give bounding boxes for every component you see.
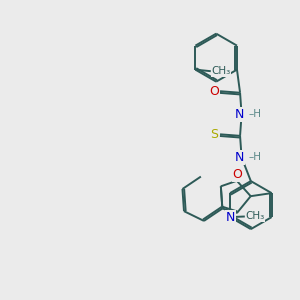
Text: CH₃: CH₃: [211, 66, 231, 76]
Text: S: S: [210, 128, 218, 141]
Text: CH₃: CH₃: [245, 212, 265, 221]
Text: O: O: [232, 168, 242, 181]
Text: O: O: [209, 85, 219, 98]
Text: –H: –H: [248, 152, 261, 162]
Text: N: N: [234, 108, 244, 121]
Text: N: N: [225, 211, 235, 224]
Text: –H: –H: [248, 109, 261, 119]
Text: N: N: [234, 151, 244, 164]
